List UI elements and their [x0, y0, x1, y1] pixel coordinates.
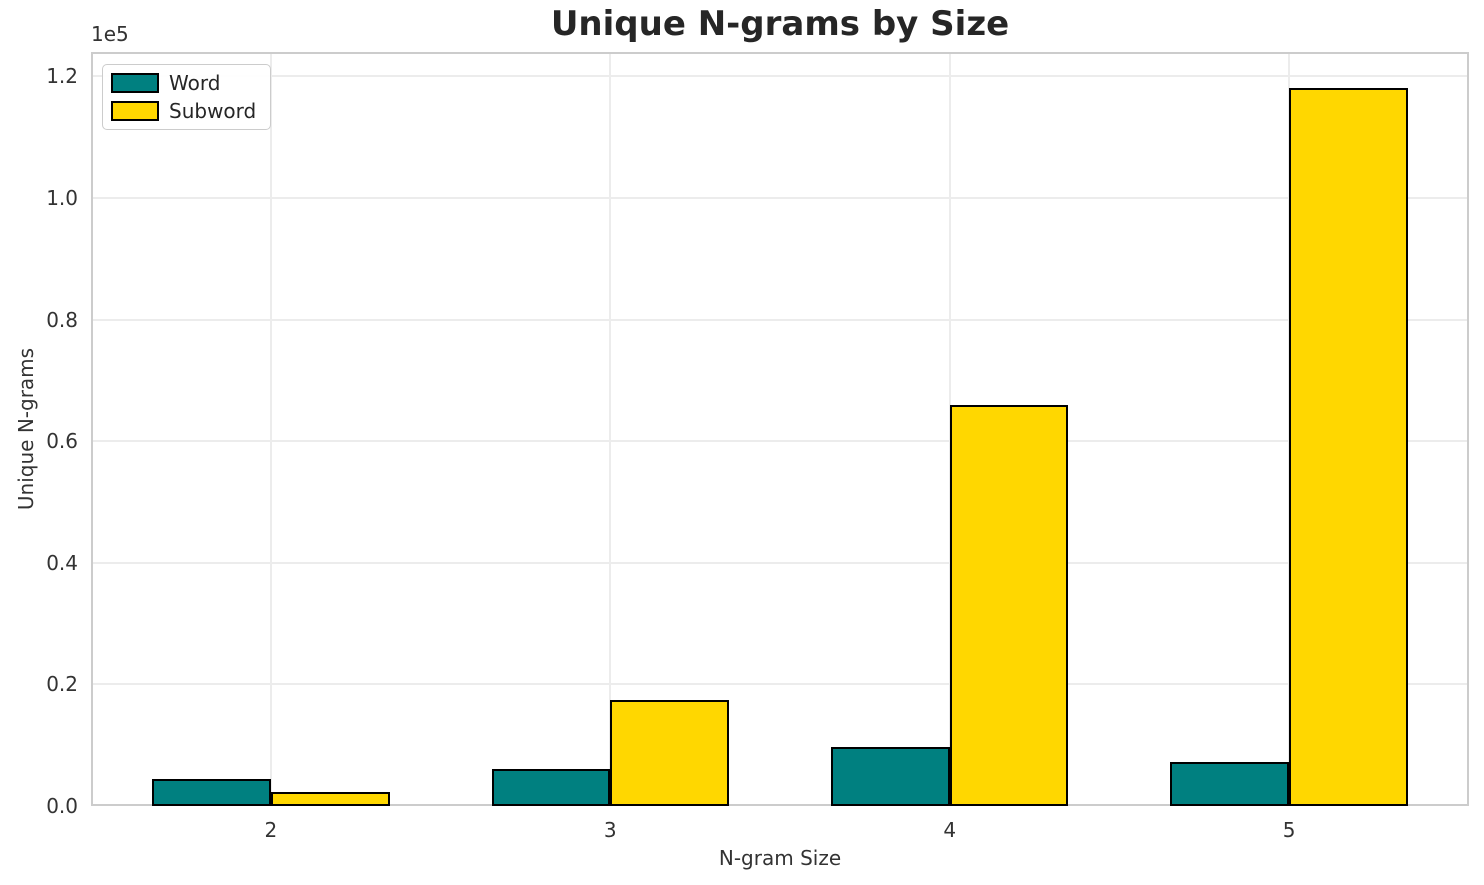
bar-subword-n4 [949, 404, 1069, 806]
gridline-horizontal [91, 196, 1469, 199]
y-tick-label: 0.2 [46, 672, 78, 697]
y-tick-label: 1.0 [46, 185, 78, 210]
legend-label: Word [169, 71, 221, 95]
x-tick-label: 5 [1282, 818, 1296, 842]
top-spine [91, 52, 1469, 54]
left-spine [91, 52, 93, 806]
legend-swatch-subword [111, 101, 159, 121]
y-tick-label: 1.2 [46, 64, 78, 89]
x-axis-label: N-gram Size [718, 846, 842, 870]
y-tick-label: 0.0 [46, 794, 78, 818]
x-tick-label: 4 [943, 818, 957, 842]
right-spine [1467, 52, 1469, 806]
x-axis-line [91, 804, 1469, 806]
legend-entry-subword: Subword [111, 99, 257, 123]
gridline-horizontal [91, 683, 1469, 686]
gridline-horizontal [91, 440, 1469, 443]
legend: Word Subword [102, 64, 272, 130]
y-axis-offset-text: 1e5 [91, 22, 129, 46]
bar-word-n4 [830, 747, 950, 806]
x-tick-label: 3 [603, 818, 617, 842]
legend-label: Subword [169, 99, 257, 123]
legend-entry-word: Word [111, 71, 256, 95]
bar-word-n3 [491, 768, 611, 806]
gridline-vertical [609, 52, 612, 806]
bar-subword-n5 [1289, 88, 1408, 806]
gridline-horizontal [91, 75, 1469, 78]
y-tick-label: 0.8 [46, 307, 78, 332]
y-tick-label: 0.6 [46, 429, 78, 454]
chart-title: Unique N-grams by Size [550, 4, 1010, 44]
gridline-horizontal [91, 318, 1469, 321]
bar-word-n5 [1170, 762, 1290, 806]
y-tick-label: 0.4 [46, 550, 78, 575]
plot-area [91, 52, 1469, 806]
x-tick-label: 2 [264, 818, 278, 842]
legend-swatch-word [111, 73, 159, 93]
gridline-horizontal [91, 561, 1469, 564]
gridline-vertical [269, 52, 272, 806]
bar-subword-n2 [270, 792, 390, 806]
bar-word-n2 [152, 778, 271, 806]
bar-subword-n3 [610, 700, 730, 806]
